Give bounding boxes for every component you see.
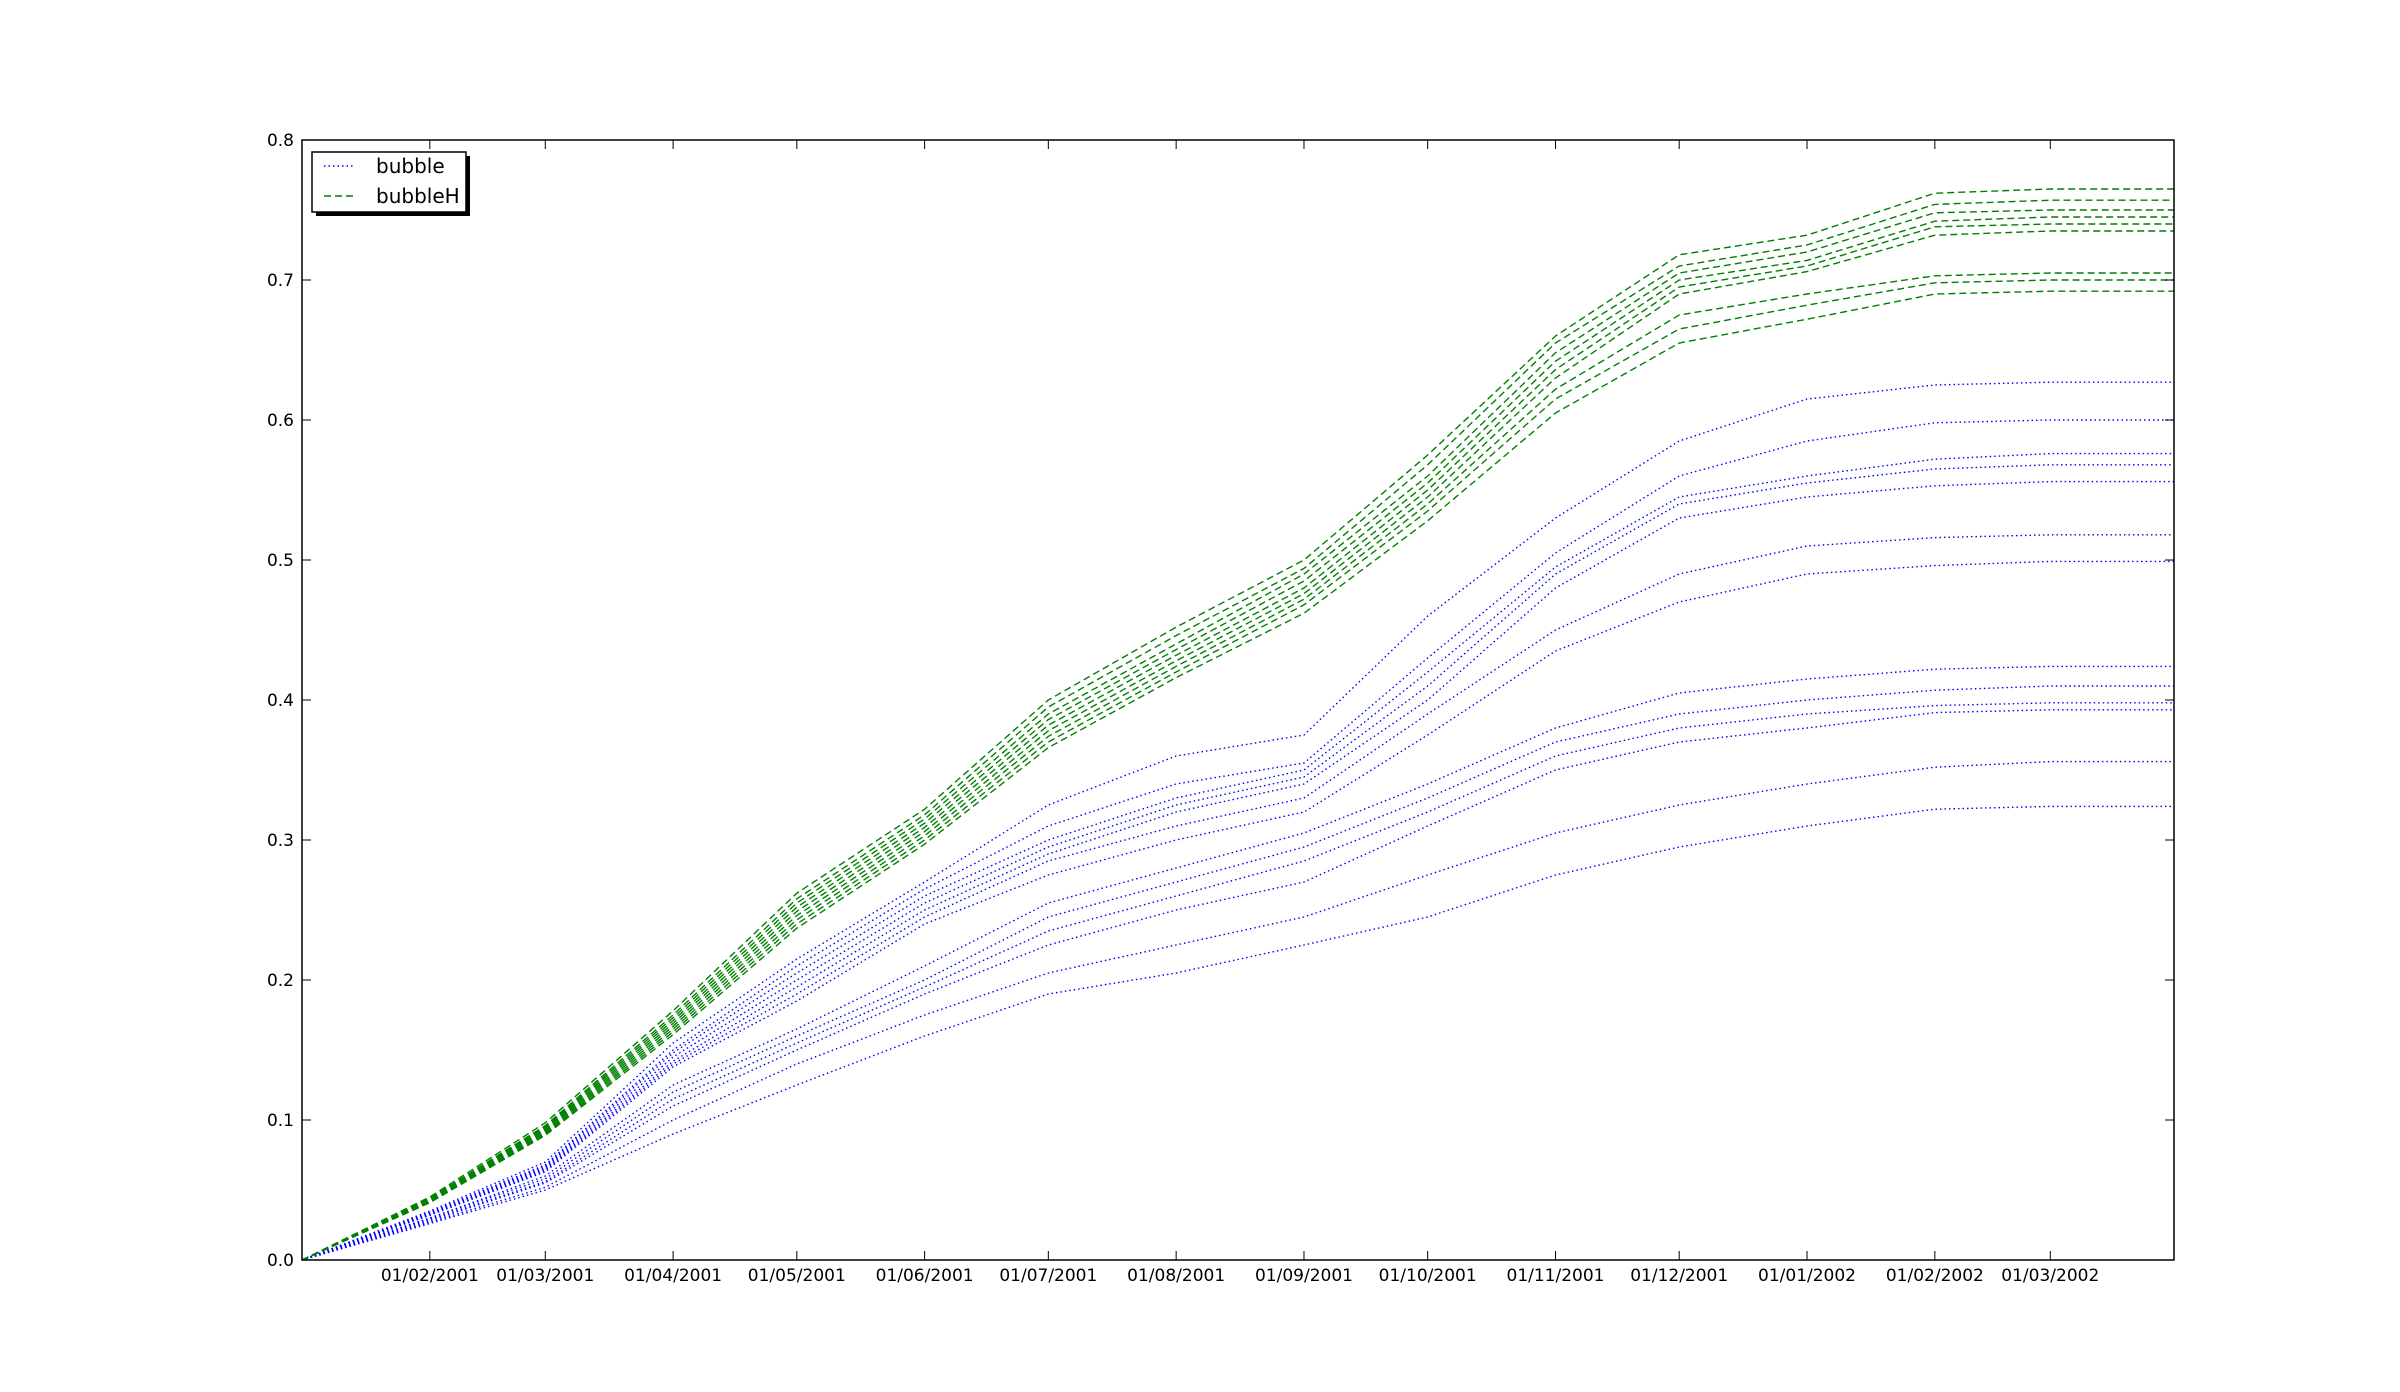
y-tick-label: 0.3 bbox=[267, 831, 294, 851]
x-axis: 01/02/2001 01/03/2001 01/04/2001 01/05/2001… bbox=[381, 140, 2099, 1286]
series-line-bubble-5 bbox=[301, 534, 2174, 1261]
x-tick-label: 01/01/2002 bbox=[1758, 1266, 1856, 1286]
series-line-bubbleH-18 bbox=[301, 230, 2174, 1261]
plot-background bbox=[302, 140, 2174, 1260]
x-tick-label: 01/02/2002 bbox=[1886, 1266, 1984, 1286]
legend-label-bubbleH: bubbleH bbox=[376, 184, 460, 208]
series-line-bubble-10 bbox=[301, 709, 2174, 1261]
legend-box bbox=[311, 151, 467, 213]
x-tick-label: 01/08/2001 bbox=[1127, 1266, 1225, 1286]
series-line-bubble-9 bbox=[301, 702, 2174, 1261]
y-tick-label: 0.1 bbox=[267, 1111, 294, 1131]
y-tick-label: 0.5 bbox=[267, 551, 294, 571]
x-tick-label: 01/09/2001 bbox=[1255, 1266, 1353, 1286]
x-tick-label: 01/03/2002 bbox=[2001, 1266, 2099, 1286]
series-line-bubbleH-20 bbox=[301, 279, 2174, 1261]
series-line-bubbleH-16 bbox=[301, 216, 2174, 1261]
series-line-bubble-8 bbox=[301, 685, 2174, 1261]
y-tick-label: 0.2 bbox=[267, 971, 294, 991]
x-tick-label: 01/04/2001 bbox=[624, 1266, 722, 1286]
y-tick-label: 0.4 bbox=[267, 691, 294, 711]
y-tick-label: 0.7 bbox=[267, 271, 294, 291]
series-layer bbox=[301, 188, 2174, 1261]
x-tick-label: 01/03/2001 bbox=[496, 1266, 594, 1286]
x-tick-label: 01/10/2001 bbox=[1379, 1266, 1477, 1286]
series-line-bubbleH-15 bbox=[301, 209, 2174, 1261]
x-tick-label: 01/02/2001 bbox=[381, 1266, 479, 1286]
legend: bubble bubbleH bbox=[311, 151, 470, 216]
series-line-bubble-1 bbox=[301, 419, 2174, 1261]
legend-label-bubble: bubble bbox=[376, 154, 445, 178]
x-tick-label: 01/07/2001 bbox=[999, 1266, 1097, 1286]
series-line-bubbleH-14 bbox=[301, 199, 2174, 1261]
series-line-bubble-6 bbox=[301, 560, 2174, 1261]
series-line-bubbleH-21 bbox=[301, 290, 2174, 1261]
y-axis: 0.0 0.1 0.2 0.3 0.4 0.5 0.6 0.7 0.8 bbox=[267, 131, 2174, 1271]
series-line-bubble-4 bbox=[301, 480, 2174, 1261]
y-tick-label: 0.8 bbox=[267, 131, 294, 151]
y-tick-label: 0.0 bbox=[267, 1251, 294, 1271]
x-tick-label: 01/06/2001 bbox=[876, 1266, 974, 1286]
series-line-bubbleH-13 bbox=[301, 188, 2174, 1261]
x-tick-label: 01/12/2001 bbox=[1630, 1266, 1728, 1286]
x-tick-label: 01/11/2001 bbox=[1507, 1266, 1605, 1286]
series-line-bubbleH-19 bbox=[301, 272, 2174, 1261]
y-tick-label: 0.6 bbox=[267, 411, 294, 431]
x-tick-label: 01/05/2001 bbox=[748, 1266, 846, 1286]
